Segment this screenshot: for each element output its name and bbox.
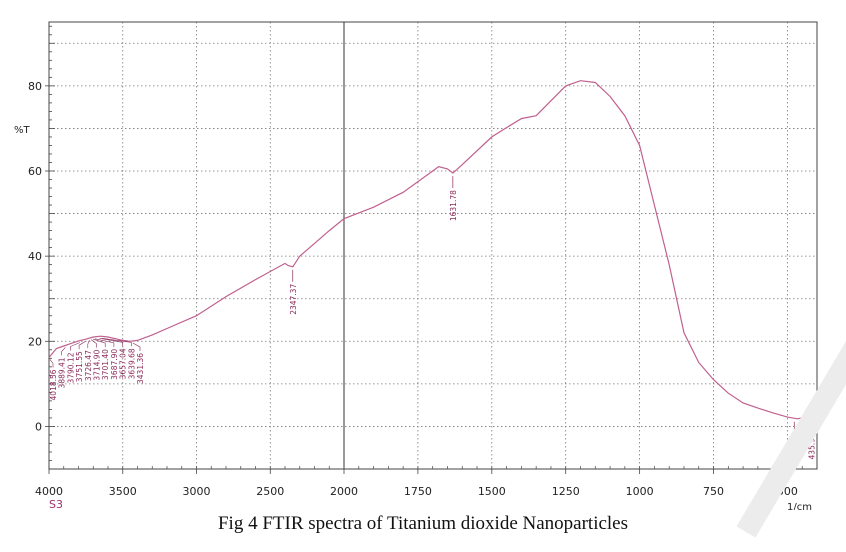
x-tick-label: 1250 xyxy=(552,485,580,498)
y-axis-label: %T xyxy=(14,125,31,136)
peak-label: 3639.68 xyxy=(127,348,136,379)
peak-leader xyxy=(132,342,141,351)
peak-leader xyxy=(90,339,97,348)
y-tick-label: 80 xyxy=(28,80,42,93)
peak-label: 4018.56 xyxy=(49,369,58,400)
peak-label: 3431.36 xyxy=(136,353,145,384)
plot-frame xyxy=(48,21,818,470)
x-tick-label: 4000 xyxy=(35,485,63,498)
x-tick-label: 3000 xyxy=(183,485,211,498)
peak-labels: 4018.56 3889.41 3790.12 3751.55 3726.47 3714.… xyxy=(49,176,816,462)
peak-leader xyxy=(61,347,66,356)
x-tick-label: 1000 xyxy=(626,485,654,498)
peak-label: 3687.90 xyxy=(110,349,119,380)
figure-caption: Fig 4 FTIR spectra of Titanium dioxide N… xyxy=(217,513,629,534)
peak-leader xyxy=(49,359,54,368)
x-tick-label: 500 xyxy=(777,485,798,498)
x-axis-label: 1/cm xyxy=(787,502,812,510)
peak-label: 3701.40 xyxy=(101,349,110,380)
peak-leader xyxy=(94,338,115,347)
peak-label: 435.91 xyxy=(807,433,816,459)
peak-label: 3657.04 xyxy=(119,348,128,379)
y-tick-label: 0 xyxy=(35,420,42,433)
x-tick-label: 1750 xyxy=(404,485,432,498)
peak-leader xyxy=(99,338,123,347)
x-tick-label: 2000 xyxy=(330,485,358,498)
y-axis: 80 60 40 20 0 xyxy=(28,25,55,470)
sample-label: S3 xyxy=(49,498,63,510)
peak-label: 3726.47 xyxy=(84,350,93,381)
peak-leader xyxy=(102,338,132,347)
ftir-chart: 80 60 40 20 0 4000 3500 3000 2500 2000 1750 1500 12… xyxy=(14,21,818,510)
peak-label: 3714.90 xyxy=(93,349,102,380)
y-tick-label: 40 xyxy=(28,250,42,263)
x-axis: 4000 3500 3000 2500 2000 1750 1500 1250 1000 750 5… xyxy=(35,466,803,498)
grid-lines xyxy=(49,22,817,469)
peak-label: 466.77 xyxy=(790,436,799,462)
peak-leader xyxy=(92,338,106,348)
x-tick-label: 2500 xyxy=(256,485,284,498)
peak-label: 3751.55 xyxy=(75,351,84,382)
x-tick-label: 750 xyxy=(703,485,724,498)
peak-leader xyxy=(87,340,90,349)
spectrum-line xyxy=(48,80,818,420)
peak-leader xyxy=(70,342,81,351)
peak-leader xyxy=(78,340,86,350)
y-tick-label: 60 xyxy=(28,165,42,178)
peak-label: 3889.41 xyxy=(58,357,67,388)
y-tick-label: 20 xyxy=(28,335,42,348)
peak-label: 3790.12 xyxy=(66,352,75,383)
peak-label: 2347.37 xyxy=(289,284,298,315)
x-tick-label: 1500 xyxy=(478,485,506,498)
peak-label: 1631.78 xyxy=(449,190,458,221)
x-tick-label: 3500 xyxy=(109,485,137,498)
